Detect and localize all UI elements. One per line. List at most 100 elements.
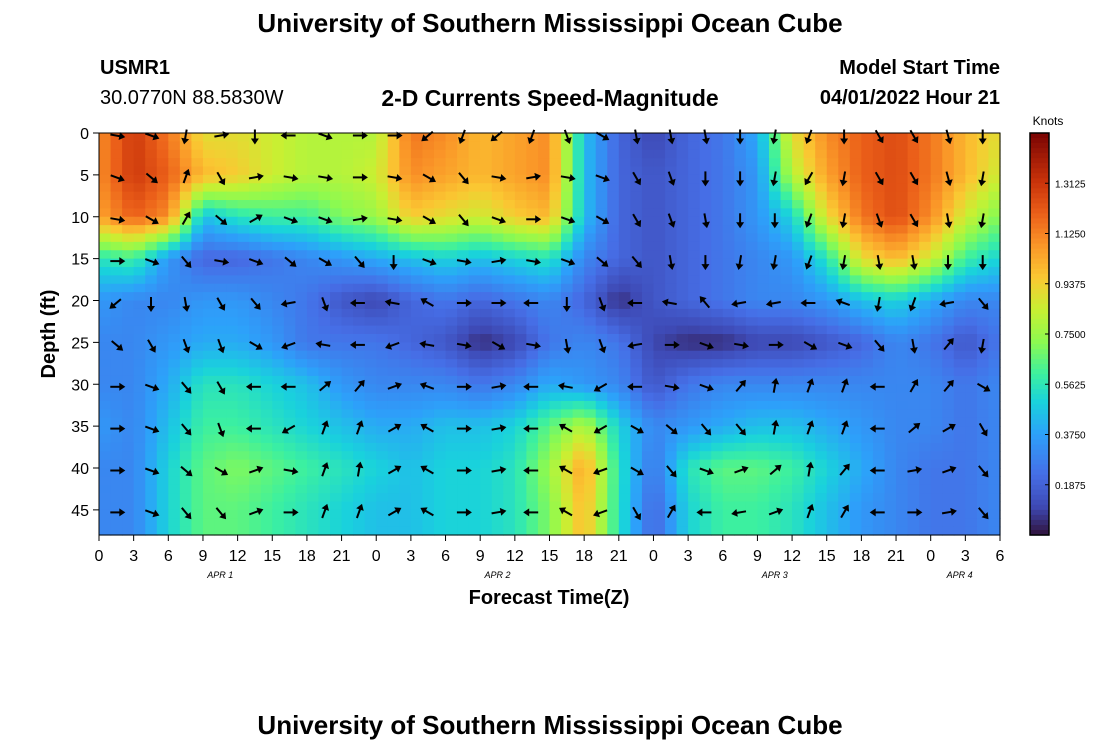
colorbar-segment: [1030, 328, 1049, 335]
current-vector: [526, 172, 541, 181]
heatmap-cell: [988, 216, 1001, 226]
heatmap-cell: [353, 317, 366, 327]
heatmap-cell: [549, 426, 562, 436]
heatmap-cell: [364, 216, 377, 226]
heatmap-cell: [526, 451, 539, 461]
heatmap-cell: [202, 350, 216, 360]
heatmap-cell: [387, 233, 400, 243]
current-vector: [977, 382, 991, 392]
heatmap-cell: [122, 275, 135, 285]
heatmap-cell: [988, 200, 1001, 209]
heatmap-cell: [653, 501, 666, 511]
heatmap-cell: [156, 367, 169, 377]
heatmap-cell: [653, 375, 666, 385]
heatmap-cell: [572, 434, 585, 444]
heatmap-cell: [607, 459, 620, 469]
heatmap-cell: [838, 484, 851, 494]
heatmap-cell: [353, 133, 366, 142]
heatmap-cell: [295, 233, 308, 243]
heatmap-cell: [561, 317, 574, 327]
heatmap-cell: [872, 384, 886, 394]
heatmap-cell: [272, 258, 285, 268]
heatmap-cell: [641, 174, 655, 184]
heatmap-cell: [480, 375, 493, 385]
heatmap-cell: [376, 451, 389, 461]
heatmap-cell: [815, 476, 828, 486]
heatmap-cell: [468, 317, 481, 327]
heatmap-cell: [872, 317, 886, 327]
heatmap-cell: [607, 149, 620, 159]
heatmap-cell: [607, 342, 620, 352]
heatmap-cell: [572, 375, 585, 385]
heatmap-cell: [572, 367, 585, 377]
heatmap-cell: [907, 233, 920, 243]
heatmap-cell: [907, 183, 920, 193]
heatmap-cell: [665, 509, 678, 519]
heatmap-cell: [364, 225, 377, 235]
heatmap-cell: [549, 283, 562, 293]
heatmap-cell: [630, 267, 643, 276]
heatmap-cell: [942, 158, 955, 168]
heatmap-cell: [445, 292, 458, 302]
heatmap-cell: [872, 476, 886, 486]
heatmap-cell: [826, 183, 839, 193]
heatmap-cell: [734, 501, 747, 511]
heatmap-cell: [399, 518, 412, 528]
heatmap-cell: [618, 158, 631, 168]
heatmap-cell: [711, 509, 724, 519]
heatmap-cell: [249, 350, 262, 360]
heatmap-cell: [896, 409, 909, 419]
heatmap-cell: [330, 426, 343, 436]
heatmap-cell: [699, 442, 712, 452]
heatmap-cell: [410, 133, 424, 142]
heatmap-cell: [249, 384, 262, 394]
heatmap-cell: [757, 208, 770, 218]
heatmap-cell: [537, 359, 551, 369]
heatmap-cell: [422, 518, 435, 528]
heatmap-cell: [838, 459, 851, 469]
colorbar-segment: [1030, 258, 1049, 265]
current-vector: [667, 255, 676, 270]
heatmap-cell: [237, 133, 250, 142]
heatmap-cell: [191, 258, 204, 268]
heatmap-cell: [283, 342, 296, 352]
heatmap-cell: [526, 275, 539, 285]
heatmap-cell: [318, 149, 331, 159]
heatmap-cell: [722, 233, 735, 243]
heatmap-cell: [341, 375, 354, 385]
heatmap-cell: [202, 484, 216, 494]
heatmap-cell: [191, 191, 204, 201]
colorbar-tick-label: 0.7500: [1055, 330, 1086, 341]
heatmap-cell: [838, 158, 851, 168]
heatmap-cell: [330, 149, 343, 159]
heatmap-cell: [376, 401, 389, 410]
heatmap-cell: [861, 308, 874, 318]
current-vector: [182, 168, 191, 184]
heatmap-cell: [849, 216, 862, 226]
heatmap-cell: [318, 476, 331, 486]
heatmap-cell: [376, 166, 389, 176]
heatmap-cell: [306, 149, 320, 159]
colorbar-segment: [1030, 434, 1049, 441]
heatmap-cell: [699, 200, 712, 209]
heatmap-cell: [133, 225, 146, 235]
heatmap-cell: [965, 501, 978, 511]
heatmap-cell: [907, 317, 920, 327]
heatmap-cell: [364, 133, 377, 142]
heatmap-cell: [618, 384, 631, 394]
heatmap-cell: [376, 350, 389, 360]
heatmap-cell: [780, 501, 793, 511]
heatmap-cell: [202, 476, 216, 486]
heatmap-cell: [272, 141, 285, 151]
current-vector: [523, 382, 539, 391]
x-tick-label: 3: [129, 548, 138, 565]
heatmap-cell: [526, 384, 539, 394]
heatmap-cell: [572, 392, 585, 402]
heatmap-cell: [133, 375, 146, 385]
heatmap-cell: [249, 200, 262, 209]
heatmap-cell: [110, 149, 123, 159]
heatmap-cell: [930, 174, 943, 184]
heatmap-cell: [861, 434, 874, 444]
heatmap-cell: [318, 417, 331, 427]
heatmap-cell: [422, 476, 435, 486]
